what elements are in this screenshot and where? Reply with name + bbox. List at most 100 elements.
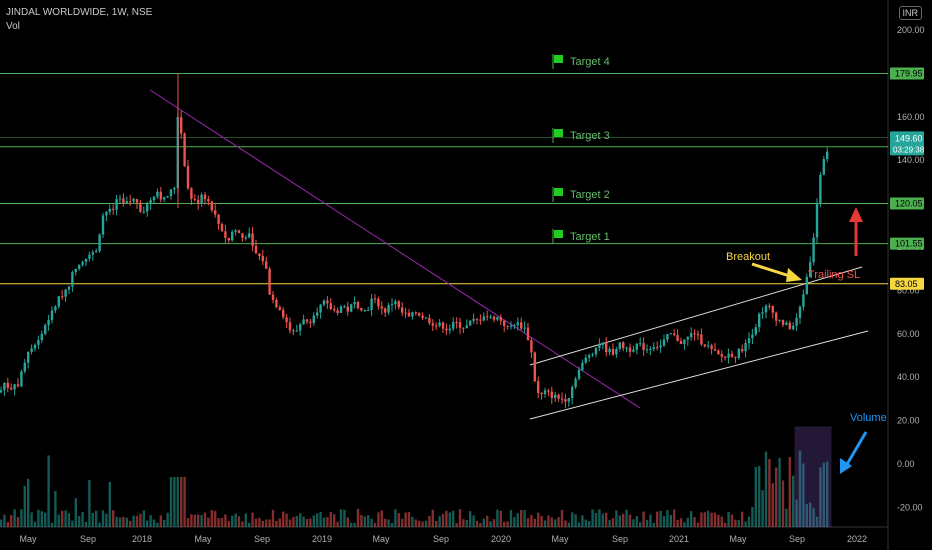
candle-body-181 <box>615 348 618 355</box>
volume-indicator-label[interactable]: Vol <box>6 21 20 32</box>
candle-body-235 <box>798 306 802 318</box>
volume-bar-228 <box>775 467 778 527</box>
volume-bar-115 <box>390 522 394 527</box>
volume-bar-123 <box>418 520 421 527</box>
target-label-3[interactable]: Target 1 <box>570 231 610 243</box>
volume-bar-98 <box>333 514 336 527</box>
volume-bar-47 <box>159 515 162 527</box>
volume-bar-133 <box>452 510 455 527</box>
volume-bar-56 <box>190 514 193 527</box>
candle-body-184 <box>625 347 628 349</box>
volume-bar-167 <box>567 522 570 527</box>
volume-bar-222 <box>754 467 757 527</box>
target-label-1[interactable]: Target 3 <box>570 130 610 142</box>
candle-body-173 <box>588 355 591 358</box>
volume-bar-68 <box>231 515 234 527</box>
target-label-2[interactable]: Target 2 <box>570 189 610 201</box>
volume-bar-53 <box>180 477 183 527</box>
volume-bar-104 <box>353 522 356 527</box>
volume-bar-132 <box>448 512 451 527</box>
candle-body-161 <box>547 390 550 392</box>
volume-bar-171 <box>581 515 584 527</box>
candle-body-172 <box>584 357 587 363</box>
candle-body-134 <box>455 321 458 323</box>
volume-bar-128 <box>435 520 438 527</box>
volume-bar-238 <box>809 502 812 527</box>
candle-body-226 <box>768 305 771 307</box>
candle-body-190 <box>645 349 649 351</box>
level-price-tag-label-2[interactable]: 120.05 <box>895 198 923 208</box>
target-label-0[interactable]: Target 4 <box>570 56 610 68</box>
candle-body-42 <box>142 211 145 213</box>
volume-bar-180 <box>611 518 615 527</box>
volume-bar-77 <box>261 520 264 527</box>
volume-bar-80 <box>271 509 275 527</box>
candle-body-215 <box>730 353 734 357</box>
candle-body-208 <box>707 345 710 347</box>
volume-bar-43 <box>146 520 149 527</box>
volume-bar-48 <box>163 519 166 527</box>
volume-bar-212 <box>720 516 723 527</box>
volume-bar-190 <box>645 519 649 527</box>
volume-bar-103 <box>350 522 353 527</box>
volume-bar-14 <box>47 455 50 527</box>
candle-body-26 <box>88 254 91 259</box>
volume-bar-30 <box>101 510 105 527</box>
volume-bar-22 <box>74 498 77 527</box>
symbol-title[interactable]: JINDAL WORLDWIDE, 1W, NSE <box>6 7 153 18</box>
volume-bar-160 <box>543 520 547 527</box>
candle-body-214 <box>727 353 730 358</box>
candle-body-120 <box>407 312 411 317</box>
candle-body-25 <box>84 258 88 262</box>
candle-body-74 <box>251 233 254 246</box>
trailing-sl-label: Trailing SL <box>808 269 860 281</box>
candle-body-39 <box>132 198 135 202</box>
volume-bar-172 <box>584 519 587 527</box>
volume-bar-193 <box>656 511 659 527</box>
volume-bar-12 <box>40 511 43 527</box>
candle-body-6 <box>20 371 23 387</box>
volume-bar-5 <box>16 517 20 527</box>
candle-body-95 <box>322 300 326 305</box>
candle-body-138 <box>469 320 472 326</box>
candle-body-243 <box>826 151 829 160</box>
candle-body-221 <box>751 334 754 339</box>
volume-bar-158 <box>537 512 540 527</box>
volume-bar-65 <box>220 518 224 527</box>
candle-body-193 <box>656 347 659 349</box>
volume-bar-28 <box>95 510 98 527</box>
level-price-tag-label-4[interactable]: 83.05 <box>895 279 918 289</box>
candle-body-99 <box>336 310 339 314</box>
candle-body-31 <box>105 211 108 216</box>
volume-bar-146 <box>496 509 499 527</box>
volume-bar-195 <box>662 515 666 527</box>
candle-body-92 <box>312 315 315 324</box>
candle-body-179 <box>608 348 611 353</box>
volume-bar-21 <box>71 520 74 527</box>
candle-body-166 <box>564 399 567 402</box>
volume-bar-200 <box>679 518 683 527</box>
volume-bar-17 <box>57 514 60 527</box>
volume-arrow-head <box>840 458 852 474</box>
candle-body-201 <box>683 339 686 345</box>
candle-body-81 <box>275 299 278 308</box>
candle-body-77 <box>261 255 264 262</box>
volume-bar-145 <box>492 519 496 527</box>
volume-bar-102 <box>346 517 349 527</box>
volume-bar-173 <box>588 521 591 527</box>
level-price-tag-label-0[interactable]: 179.95 <box>895 69 923 79</box>
candle-body-94 <box>319 304 322 313</box>
volume-bar-159 <box>540 515 543 527</box>
level-price-tag-label-3[interactable]: 101.55 <box>895 239 923 249</box>
candle-body-112 <box>380 306 383 309</box>
volume-bar-54 <box>183 477 186 527</box>
candle-body-66 <box>224 231 227 239</box>
candle-body-200 <box>679 341 683 345</box>
candle-body-191 <box>649 349 652 351</box>
candle-body-23 <box>78 264 81 269</box>
volume-bar-13 <box>44 512 47 527</box>
candle-body-28 <box>95 250 98 253</box>
currency-badge[interactable]: INR <box>898 6 922 20</box>
candle-body-18 <box>61 296 64 298</box>
